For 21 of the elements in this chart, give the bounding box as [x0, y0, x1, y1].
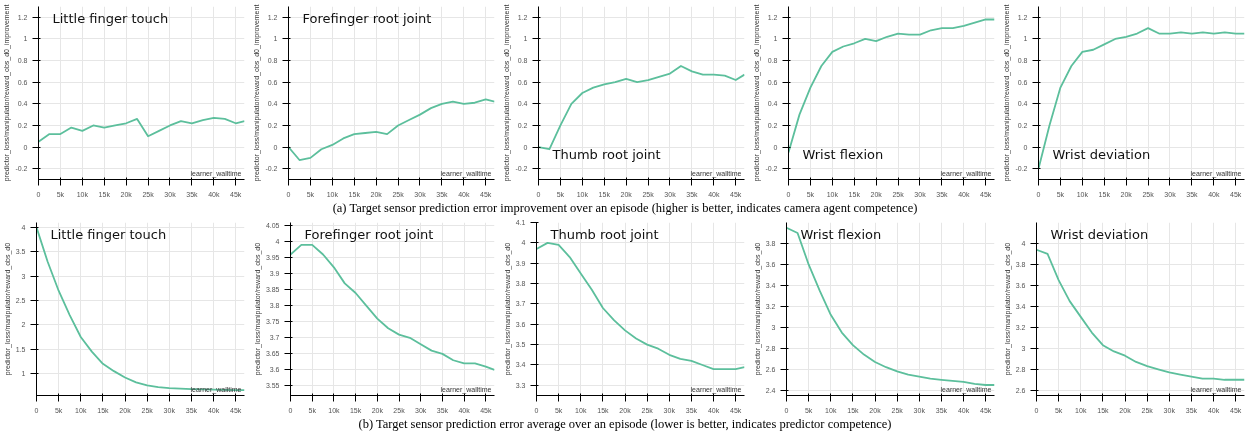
- line-series: [36, 226, 245, 392]
- chart-title: Forefinger root joint: [302, 10, 432, 26]
- text: Wrist flexion: [802, 147, 884, 163]
- chart-title: Forefinger root joint: [304, 226, 434, 242]
- line-series: [538, 65, 745, 151]
- line-series: [536, 241, 745, 370]
- line-series: [290, 244, 495, 371]
- line-series: [38, 116, 245, 143]
- text: (a) Target sensor prediction error improvement over an episode (higher is better, indicates camera agent competence): [332, 200, 918, 217]
- chart-title: Wrist flexion: [800, 226, 882, 242]
- chart-title: Little finger touch: [52, 10, 169, 26]
- line-series: [288, 98, 495, 161]
- text: Wrist deviation: [1052, 147, 1151, 163]
- chart-title: Thumb root joint: [549, 226, 659, 242]
- line-series: [1036, 248, 1245, 381]
- line-series: [1038, 27, 1245, 170]
- chart-title: Little finger touch: [50, 226, 167, 242]
- text: Thumb root joint: [551, 147, 661, 163]
- chart-title: Wrist deviation: [1050, 226, 1149, 242]
- line-series: [786, 226, 995, 386]
- text: (b) Target sensor prediction error average over an episode (lower is better, indicates predictor competence): [358, 416, 892, 433]
